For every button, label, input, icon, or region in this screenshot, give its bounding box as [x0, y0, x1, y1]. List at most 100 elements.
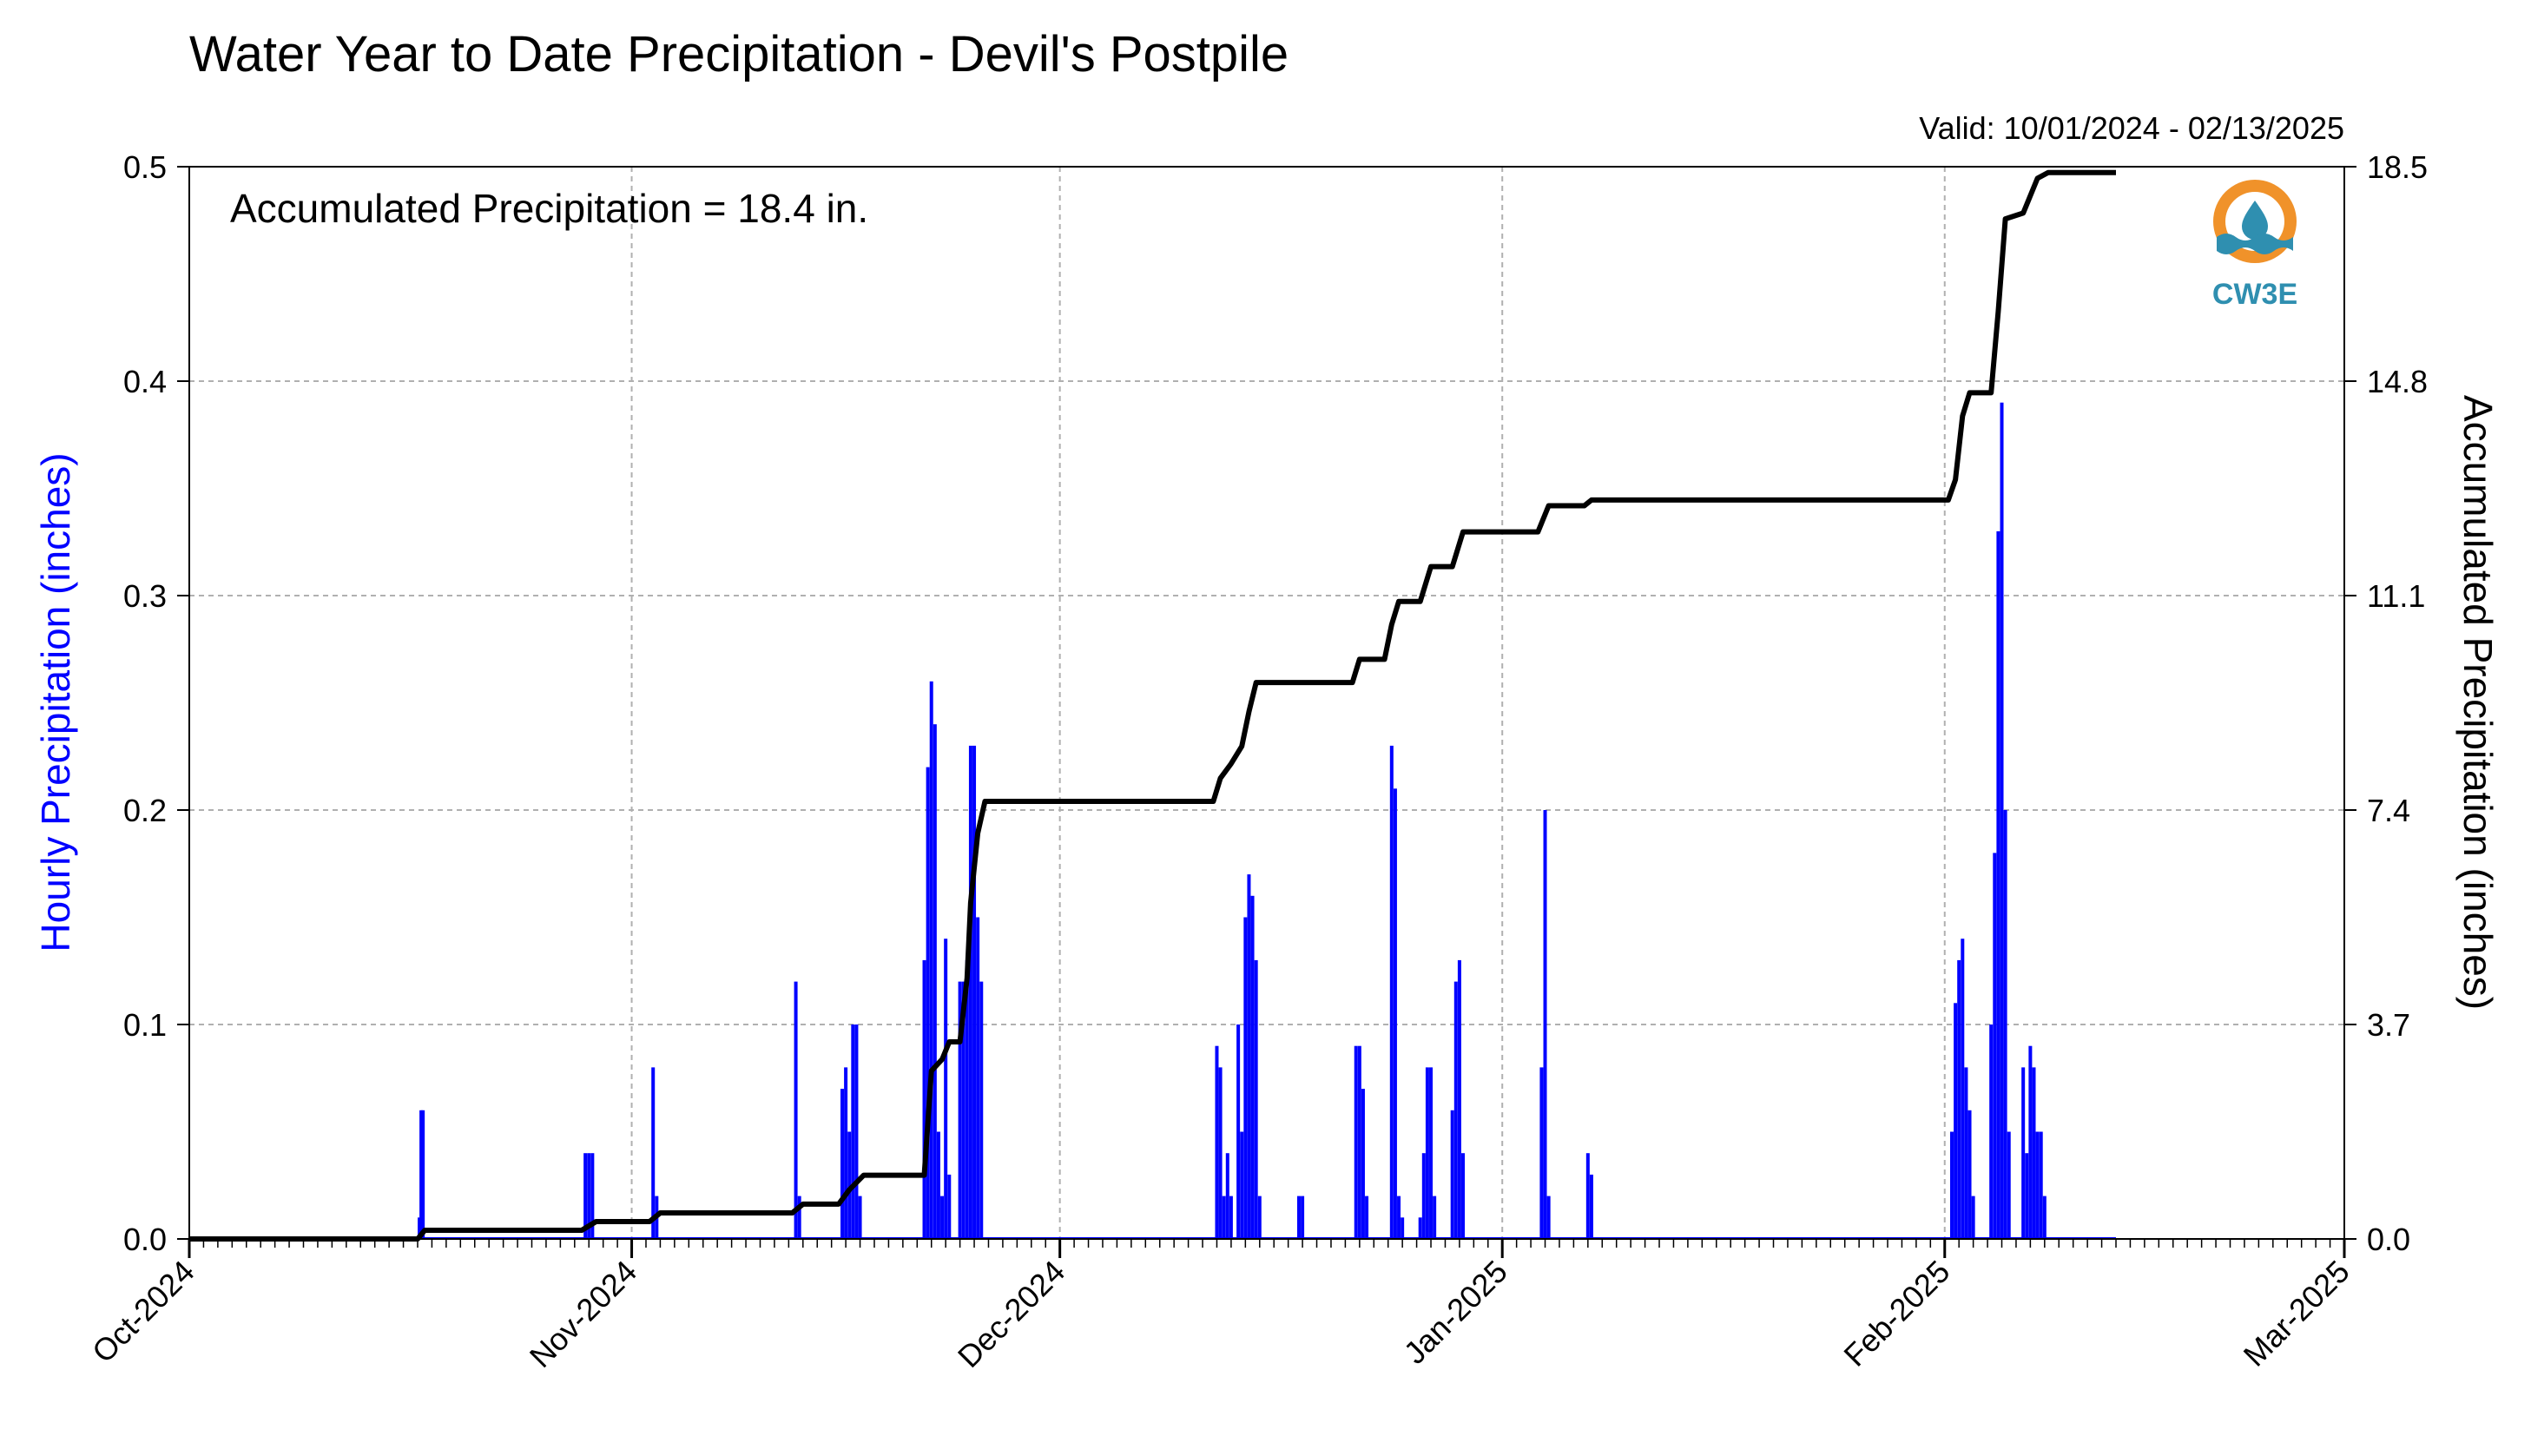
hourly-bar — [797, 1196, 801, 1239]
hourly-bar — [1543, 810, 1547, 1239]
logo-water-drop-icon — [2242, 201, 2268, 240]
left-y-tick-label: 0.5 — [123, 149, 167, 185]
hourly-bar — [1961, 939, 1965, 1239]
right-y-tick-label: 11.1 — [2367, 578, 2425, 614]
hourly-bar — [1433, 1196, 1437, 1239]
hourly-bars — [189, 402, 2117, 1239]
hourly-bar — [2028, 1045, 2033, 1239]
hourly-bar — [944, 939, 948, 1239]
hourly-bar — [587, 1153, 591, 1239]
hourly-bar — [1453, 981, 1458, 1239]
hourly-bar — [419, 1110, 424, 1239]
hourly-bar — [418, 1217, 422, 1239]
hourly-bar — [2032, 1067, 2036, 1239]
hourly-bar — [1546, 1196, 1551, 1239]
hourly-bar — [1957, 959, 1961, 1239]
chart-title: Water Year to Date Precipitation - Devil… — [189, 26, 1289, 82]
hourly-bar — [929, 681, 933, 1239]
hourly-bar — [1397, 1196, 1401, 1239]
hourly-bar — [940, 1196, 945, 1239]
hourly-bar — [1361, 1089, 1365, 1239]
hourly-bar — [1425, 1067, 1429, 1239]
hourly-bar — [1240, 1131, 1244, 1239]
right-y-tick-label: 14.8 — [2367, 364, 2428, 399]
right-y-tick-label: 18.5 — [2367, 149, 2428, 185]
hourly-bar — [1954, 1003, 1958, 1239]
hourly-bar — [1421, 1153, 1426, 1239]
left-y-tick-label: 0.0 — [123, 1222, 167, 1257]
hourly-bar — [583, 1153, 588, 1239]
hourly-bar — [847, 1131, 852, 1239]
left-y-tick-label: 0.2 — [123, 793, 167, 828]
hourly-bar — [1354, 1045, 1358, 1239]
hourly-bar — [1585, 1153, 1590, 1239]
hourly-bar — [1243, 917, 1248, 1239]
hourly-bar — [2000, 402, 2004, 1239]
hourly-bar — [651, 1067, 656, 1239]
hourly-bar — [1229, 1196, 1233, 1239]
x-tick-label: Feb-2025 — [1836, 1254, 1956, 1374]
hourly-bar — [1301, 1196, 1305, 1239]
left-axis-label: Hourly Precipitation (inches) — [33, 452, 78, 952]
right-y-tick-label: 3.7 — [2367, 1007, 2410, 1043]
hourly-bar — [1989, 1024, 1994, 1239]
hourly-bar — [1429, 1067, 1434, 1239]
hourly-bar — [1457, 959, 1461, 1239]
hourly-bar — [1247, 874, 1251, 1239]
logo-waves — [2217, 234, 2293, 254]
x-tick-label: Mar-2025 — [2237, 1254, 2356, 1374]
hourly-bar — [1215, 1045, 1219, 1239]
hourly-bar — [1589, 1174, 1593, 1239]
hourly-bar — [1365, 1196, 1369, 1239]
hourly-bar — [2039, 1131, 2043, 1239]
hourly-bar — [421, 1110, 425, 1239]
hourly-bar — [2042, 1196, 2047, 1239]
hourly-bar — [1296, 1196, 1301, 1239]
right-axis-label: Accumulated Precipitation (inches) — [2455, 395, 2501, 1010]
hourly-bar — [2003, 810, 2007, 1239]
hourly-bar — [590, 1153, 595, 1239]
hourly-bar — [1967, 1110, 1972, 1239]
hourly-bar — [1257, 1196, 1262, 1239]
hourly-bar — [858, 1196, 862, 1239]
hourly-bar — [936, 1131, 940, 1239]
hourly-bar — [1996, 530, 2000, 1239]
hourly-bar — [1949, 1131, 1954, 1239]
x-tick-label: Jan-2025 — [1397, 1254, 1514, 1371]
hourly-bar — [972, 745, 977, 1239]
hourly-bar — [1418, 1217, 1422, 1239]
hourly-bar — [1389, 745, 1394, 1239]
hourly-bar — [2035, 1131, 2040, 1239]
hourly-bar — [1225, 1153, 1229, 1239]
hourly-bar — [1993, 853, 1997, 1239]
hourly-bar — [794, 981, 798, 1239]
left-y-tick-label: 0.1 — [123, 1007, 167, 1043]
hourly-bar — [1971, 1196, 1975, 1239]
hourly-bar — [1964, 1067, 1968, 1239]
hourly-bar — [2025, 1153, 2029, 1239]
hourly-bar — [854, 1024, 859, 1239]
cw3e-logo: CW3E — [2212, 180, 2297, 311]
hourly-bar — [1218, 1067, 1223, 1239]
hourly-bar — [922, 959, 926, 1239]
hourly-bar — [1450, 1110, 1454, 1239]
plot-frame — [188, 166, 2345, 1240]
hourly-bar — [1222, 1196, 1226, 1239]
left-y-tick-label: 0.3 — [123, 578, 167, 614]
x-tick-label: Oct-2024 — [85, 1254, 201, 1370]
hourly-bar — [1393, 788, 1397, 1239]
hourly-bar — [851, 1024, 855, 1239]
accumulated-annotation: Accumulated Precipitation = 18.4 in. — [230, 186, 868, 231]
grid-lines — [189, 167, 2344, 1239]
hourly-bar — [933, 724, 937, 1239]
hourly-bar — [1357, 1045, 1361, 1239]
hourly-bar — [926, 767, 930, 1239]
hourly-bar — [840, 1089, 844, 1239]
hourly-bar — [1250, 895, 1255, 1239]
x-tick-label: Dec-2024 — [951, 1254, 1071, 1374]
left-y-tick-label: 0.4 — [123, 364, 167, 399]
hourly-bar — [947, 1174, 952, 1239]
hourly-bar — [844, 1067, 848, 1239]
right-y-tick-label: 7.4 — [2367, 793, 2410, 828]
